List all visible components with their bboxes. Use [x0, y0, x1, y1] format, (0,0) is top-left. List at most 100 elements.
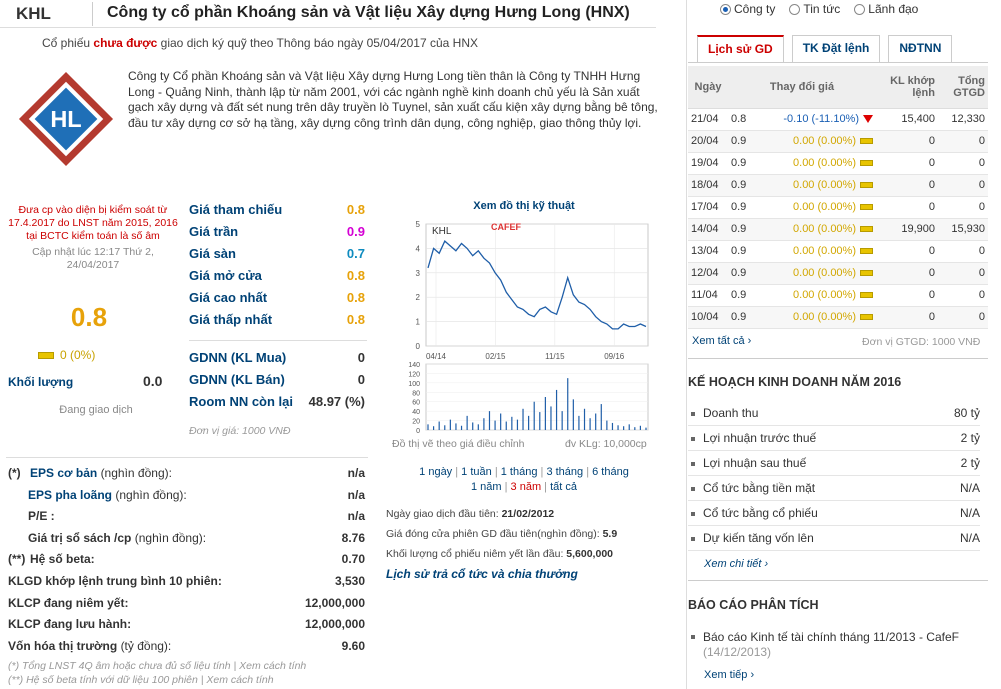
- column-divider: [686, 0, 687, 689]
- row-change: 0.00 (0.00%): [754, 240, 876, 263]
- info-label: Giá đóng cửa phiên GD đầu tiên(nghìn đồn…: [386, 528, 600, 540]
- fundamental-label[interactable]: EPS pha loãng: [28, 487, 113, 502]
- foreign-sell-row: GDNN (KL Bán) 0: [189, 372, 365, 387]
- x-tick-label: 11/15: [545, 352, 565, 361]
- foreign-buy-row: GDNN (KL Mua) 0: [189, 350, 365, 365]
- tab-underline: [688, 62, 988, 63]
- plan-value: 2 tỷ: [960, 431, 980, 445]
- row-volume-text: 0: [928, 201, 935, 213]
- info-label: Ngày giao dịch đầu tiên:: [386, 508, 499, 520]
- radio-label: Lãnh đạo: [868, 2, 919, 16]
- row-change-text: 0.00 (0.00%): [793, 267, 856, 279]
- row-value-text: 0: [978, 179, 985, 191]
- row-price-text: 0.9: [731, 267, 747, 279]
- footnote-eps: (*) Tổng LNST 4Q âm hoặc chưa đủ số liệu…: [8, 660, 307, 672]
- radio-checked-icon: [720, 3, 731, 15]
- row-change: 0.00 (0.00%): [754, 218, 876, 241]
- fundamental-label: KLGD khớp lệnh trung bình 10 phiên:: [8, 574, 222, 588]
- plan-row: Cổ tức bằng tiền mặt N/A: [688, 476, 980, 501]
- table-row: 18/04 0.9 0.00 (0.00%) 0 0: [688, 174, 988, 197]
- fundamental-label[interactable]: EPS cơ bản: [30, 466, 98, 480]
- row-value-text: 0: [978, 201, 985, 213]
- notice-highlight: chưa được: [93, 36, 158, 50]
- radio-news[interactable]: Tin tức: [789, 2, 840, 16]
- see-all-link[interactable]: Xem tất cả ›: [692, 335, 752, 347]
- fundamental-value: 12,000,000: [304, 617, 365, 632]
- row-price: 0.9: [728, 130, 755, 153]
- volume-label: Khối lượng: [8, 375, 74, 389]
- row-value-text: 0: [978, 135, 985, 147]
- row-date-text: 17/04: [691, 201, 719, 213]
- radio-leaders[interactable]: Lãnh đạo: [854, 2, 918, 16]
- volume-tick-label: 0: [416, 428, 420, 435]
- row-volume-text: 0: [928, 135, 935, 147]
- plan-label: Cổ tức bằng tiền mặt: [703, 481, 816, 495]
- row-value: 0: [938, 152, 988, 175]
- plan-detail-link[interactable]: Xem chi tiết ›: [704, 558, 769, 570]
- fundamental-value: n/a: [347, 509, 365, 524]
- price-chart[interactable]: 0 1 2 3 4 5 0 20 40 60 80 100 120 140 04/14 02/15 11/15 0…: [386, 212, 662, 457]
- company-intro: Công ty Cổ phần Khoáng sản và Vật liệu X…: [128, 69, 658, 130]
- period-option[interactable]: 1 tháng: [500, 466, 538, 478]
- row-value-text: 12,330: [951, 113, 985, 125]
- more-reports-link[interactable]: Xem tiếp ›: [704, 669, 755, 681]
- price-value: 0.8: [346, 268, 365, 283]
- tab-foreign-investors[interactable]: NĐTNN: [888, 35, 953, 63]
- price-value: 0.9: [346, 224, 365, 239]
- fundamental-label: KLCP đang niêm yết:: [8, 595, 129, 610]
- tab-order-stats[interactable]: TK Đặt lệnh: [791, 35, 881, 63]
- info-label: Khối lượng cổ phiếu niêm yết lần đầu:: [386, 548, 564, 560]
- row-value: 12,330: [938, 108, 988, 131]
- row-volume-text: 0: [928, 157, 935, 169]
- bullet-icon: [691, 635, 695, 639]
- plan-row: Doanh thu 80 tỷ: [688, 401, 980, 426]
- row-price: 0.9: [728, 174, 755, 197]
- fundamental-value: n/a: [347, 487, 365, 502]
- fundamental-unit: (nghìn đồng):: [115, 487, 187, 502]
- period-row: 1 ngày | 1 tuần | 1 tháng | 3 tháng | 6 …: [419, 466, 629, 478]
- fundamental-label: P/E :: [28, 509, 55, 524]
- volume-value: 0.0: [143, 373, 163, 389]
- row-date-text: 21/04: [691, 113, 719, 125]
- plan-value: 80 tỷ: [953, 406, 980, 420]
- period-option[interactable]: tất cả: [550, 481, 578, 493]
- chart-ticker: KHL: [432, 226, 452, 237]
- logo-text: HL: [50, 106, 81, 132]
- price-label: Giá trần: [189, 224, 239, 239]
- period-option[interactable]: 3 năm: [510, 481, 542, 493]
- table-row: 19/04 0.9 0.00 (0.00%) 0 0: [688, 152, 988, 175]
- dividend-history-link[interactable]: Lịch sử trả cổ tức và chia thưởng: [386, 567, 578, 581]
- price-row: Giá trần 0.9: [189, 224, 365, 239]
- report-link[interactable]: Báo cáo Kinh tế tài chính tháng 11/2013 …: [703, 630, 983, 660]
- fundamental-value: 9.60: [341, 638, 365, 653]
- period-option[interactable]: 1 tuần: [461, 466, 492, 478]
- footnote-beta: (**) Hệ số beta tính với dữ liệu 100 phi…: [8, 674, 274, 686]
- technical-chart-link[interactable]: Xem đồ thị kỹ thuật: [473, 200, 575, 212]
- period-option[interactable]: 1 năm: [470, 481, 502, 493]
- plan-value: N/A: [959, 481, 980, 495]
- row-volume: 0: [876, 174, 938, 197]
- gdnn-value: 0: [357, 350, 365, 365]
- period-option[interactable]: 3 tháng: [546, 466, 584, 478]
- row-volume: 0: [876, 306, 938, 329]
- business-plan-title: KẾ HOẠCH KINH DOANH NĂM 2016: [688, 375, 902, 389]
- col-volume: KL khớp lệnh: [876, 66, 938, 109]
- update-time: Cập nhật lúc 12:17 Thứ 2, 24/04/2017: [32, 246, 154, 271]
- row-date-text: 12/04: [691, 267, 719, 279]
- price-panel-frame: [425, 223, 649, 347]
- fundamental-label: Giá trị sổ sách /cp: [28, 530, 132, 545]
- price-row: Giá cao nhất 0.8: [189, 290, 365, 305]
- fundamental-row: (*) EPS cơ bản (nghìn đồng): n/a: [8, 466, 365, 480]
- price-row: Giá tham chiếu 0.8: [189, 202, 365, 217]
- info-value: 21/02/2012: [501, 508, 555, 520]
- divider: [688, 580, 988, 581]
- price-value: 0.8: [346, 202, 365, 217]
- period-option[interactable]: 6 tháng: [592, 466, 629, 478]
- unchanged-icon: [860, 138, 873, 145]
- page-header: [0, 0, 656, 28]
- period-option[interactable]: 1 ngày: [419, 466, 453, 478]
- fundamental-value: 8.76: [341, 530, 365, 545]
- tab-trading-history[interactable]: Lịch sử GD: [697, 35, 784, 63]
- radio-company[interactable]: Công ty: [720, 2, 775, 16]
- volume-tick-label: 40: [412, 409, 420, 416]
